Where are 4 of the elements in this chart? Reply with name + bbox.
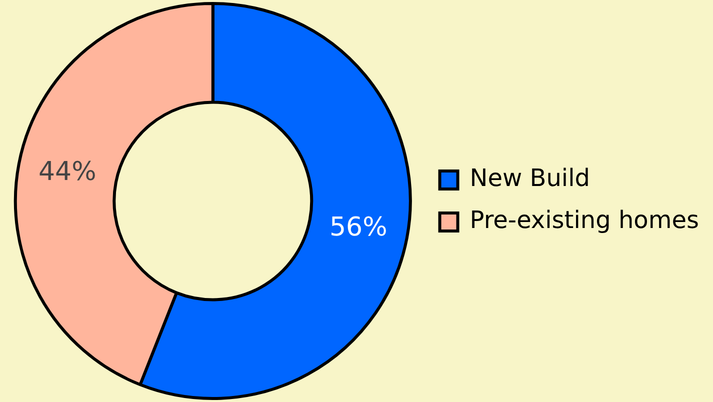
data-label: 44% (38, 156, 96, 187)
legend-label: New Build (470, 164, 590, 192)
data-label: 56% (329, 212, 388, 243)
legend-label: Pre-existing homes (470, 206, 700, 234)
